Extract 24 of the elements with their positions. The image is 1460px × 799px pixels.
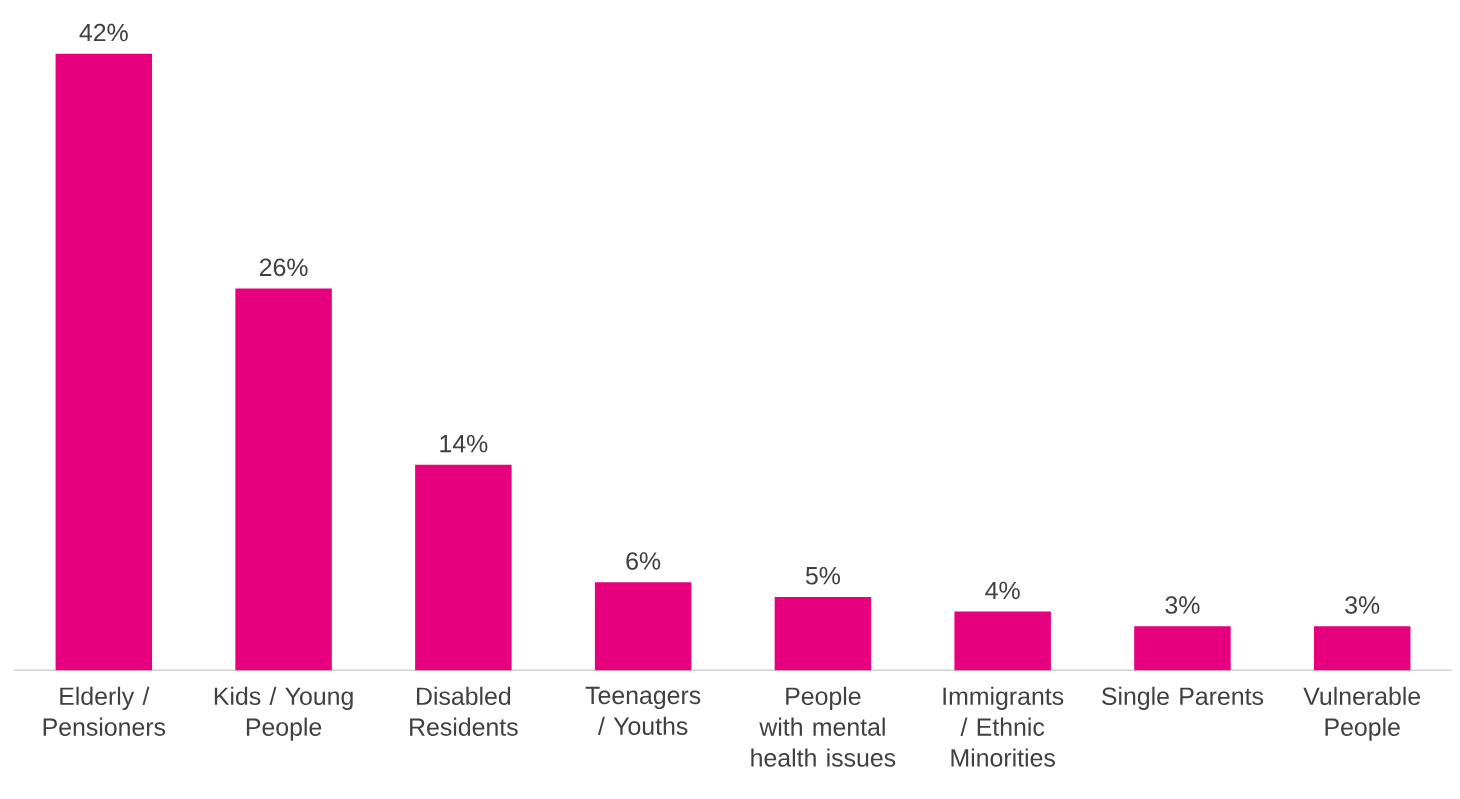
bar [1134,626,1231,671]
x-tick-label: People with mental health issues [751,686,896,767]
bar [1313,626,1411,671]
x-tick-label: Immigrants / Ethnic Minorities [943,686,1064,767]
bar [55,53,153,671]
bar [415,464,512,671]
data-label: 26% [259,258,308,277]
x-tick-label: Elderly / Pensioners [43,686,166,737]
x-tick-label: Teenagers / Youths [585,686,701,736]
data-label: 3% [1345,596,1380,615]
bar [594,582,692,671]
x-tick-label: Disabled Residents [410,686,518,737]
data-label: 3% [1165,596,1200,615]
data-label: 5% [805,567,840,585]
x-tick-label: Vulnerable People [1303,686,1421,741]
data-label: 6% [626,552,661,570]
x-tick-label: Single Parents [1102,686,1264,711]
bar [954,611,1051,671]
bar [774,597,872,671]
data-label: 42% [79,23,128,42]
data-label: 4% [985,581,1020,600]
bar [235,288,332,671]
x-tick-label: Kids / Young People [214,686,353,741]
data-label: 14% [440,435,488,453]
